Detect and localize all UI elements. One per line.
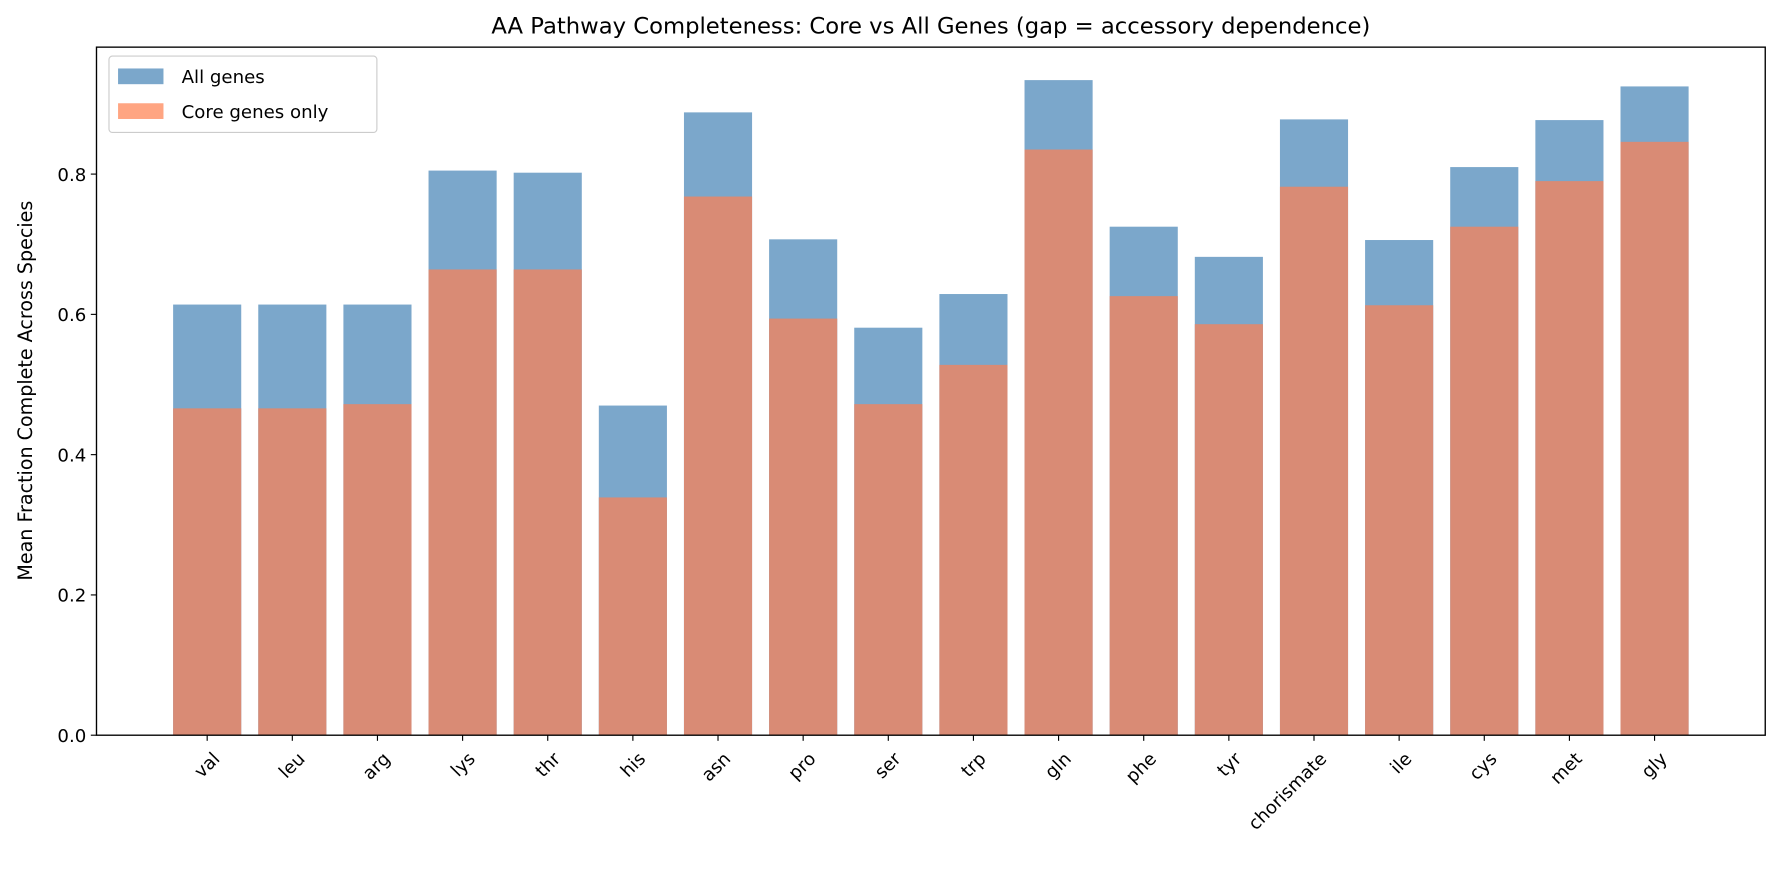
legend-box (108, 55, 378, 134)
x-tick-label: chorismate (1244, 749, 1331, 835)
bar-core-arg (343, 404, 412, 736)
x-tick-label: arg (359, 749, 395, 785)
bar-core-thr (513, 269, 582, 736)
bar-core-phe (1109, 296, 1178, 736)
y-tick-label: 0.8 (57, 165, 86, 186)
bar-core-gln (1024, 149, 1093, 736)
bar-core-his (598, 497, 667, 736)
x-tick-label: thr (532, 748, 566, 781)
x-tick-label: val (190, 749, 224, 783)
y-tick-label: 0.4 (57, 445, 86, 466)
y-ticks: 0.0 0.2 0.4 0.6 0.8 (57, 165, 97, 747)
legend-swatch-core-genes (118, 103, 164, 119)
x-tick-label: phe (1122, 749, 1161, 788)
x-ticks: val leu arg lys thr his asn pro ser trp gln phe tyrc… (190, 735, 1672, 834)
y-tick-label: 0.0 (57, 726, 86, 747)
bar-core-cys (1450, 226, 1519, 736)
bar-core-val (173, 408, 242, 736)
x-tick-label: asn (698, 749, 736, 786)
x-tick-label: his (617, 749, 650, 782)
bar-core-ser (854, 404, 923, 736)
bar-core-gly (1620, 141, 1689, 736)
legend-label-all-genes: All genes (182, 67, 265, 88)
chart-title: AA Pathway Completeness: Core vs All Gen… (491, 14, 1370, 40)
bar-core-lys (428, 269, 497, 736)
bar-core-tyr (1194, 324, 1263, 736)
x-tick-label: ile (1386, 749, 1416, 779)
y-axis-label: Mean Fraction Complete Across Species (14, 201, 37, 581)
x-tick-label: cys (1465, 749, 1501, 785)
bars (173, 80, 1689, 736)
y-tick-label: 0.2 (57, 586, 86, 607)
x-tick-label: pro (784, 749, 820, 785)
x-tick-label: lys (447, 749, 480, 781)
bar-core-met (1535, 181, 1604, 736)
legend-swatch-all-genes (118, 68, 164, 85)
bar-core-leu (258, 408, 327, 736)
x-tick-label: tyr (1213, 748, 1246, 781)
bar-core-ile (1365, 305, 1434, 736)
x-tick-label: gly (1638, 748, 1672, 782)
legend-label-core-genes: Core genes only (182, 102, 329, 123)
bar-core-pro (769, 318, 838, 736)
x-tick-label: met (1546, 749, 1586, 789)
x-tick-label: gln (1041, 749, 1076, 783)
x-tick-label: leu (275, 749, 310, 783)
bar-core-trp (939, 364, 1008, 736)
y-tick-label: 0.6 (57, 305, 86, 326)
x-tick-label: ser (871, 748, 906, 783)
plot-frame (95, 46, 1766, 736)
legend: All genes Core genes only (108, 55, 378, 134)
bar-core-asn (683, 196, 753, 736)
bar-core-chorismate (1279, 186, 1349, 736)
x-tick-label: trp (957, 749, 990, 782)
